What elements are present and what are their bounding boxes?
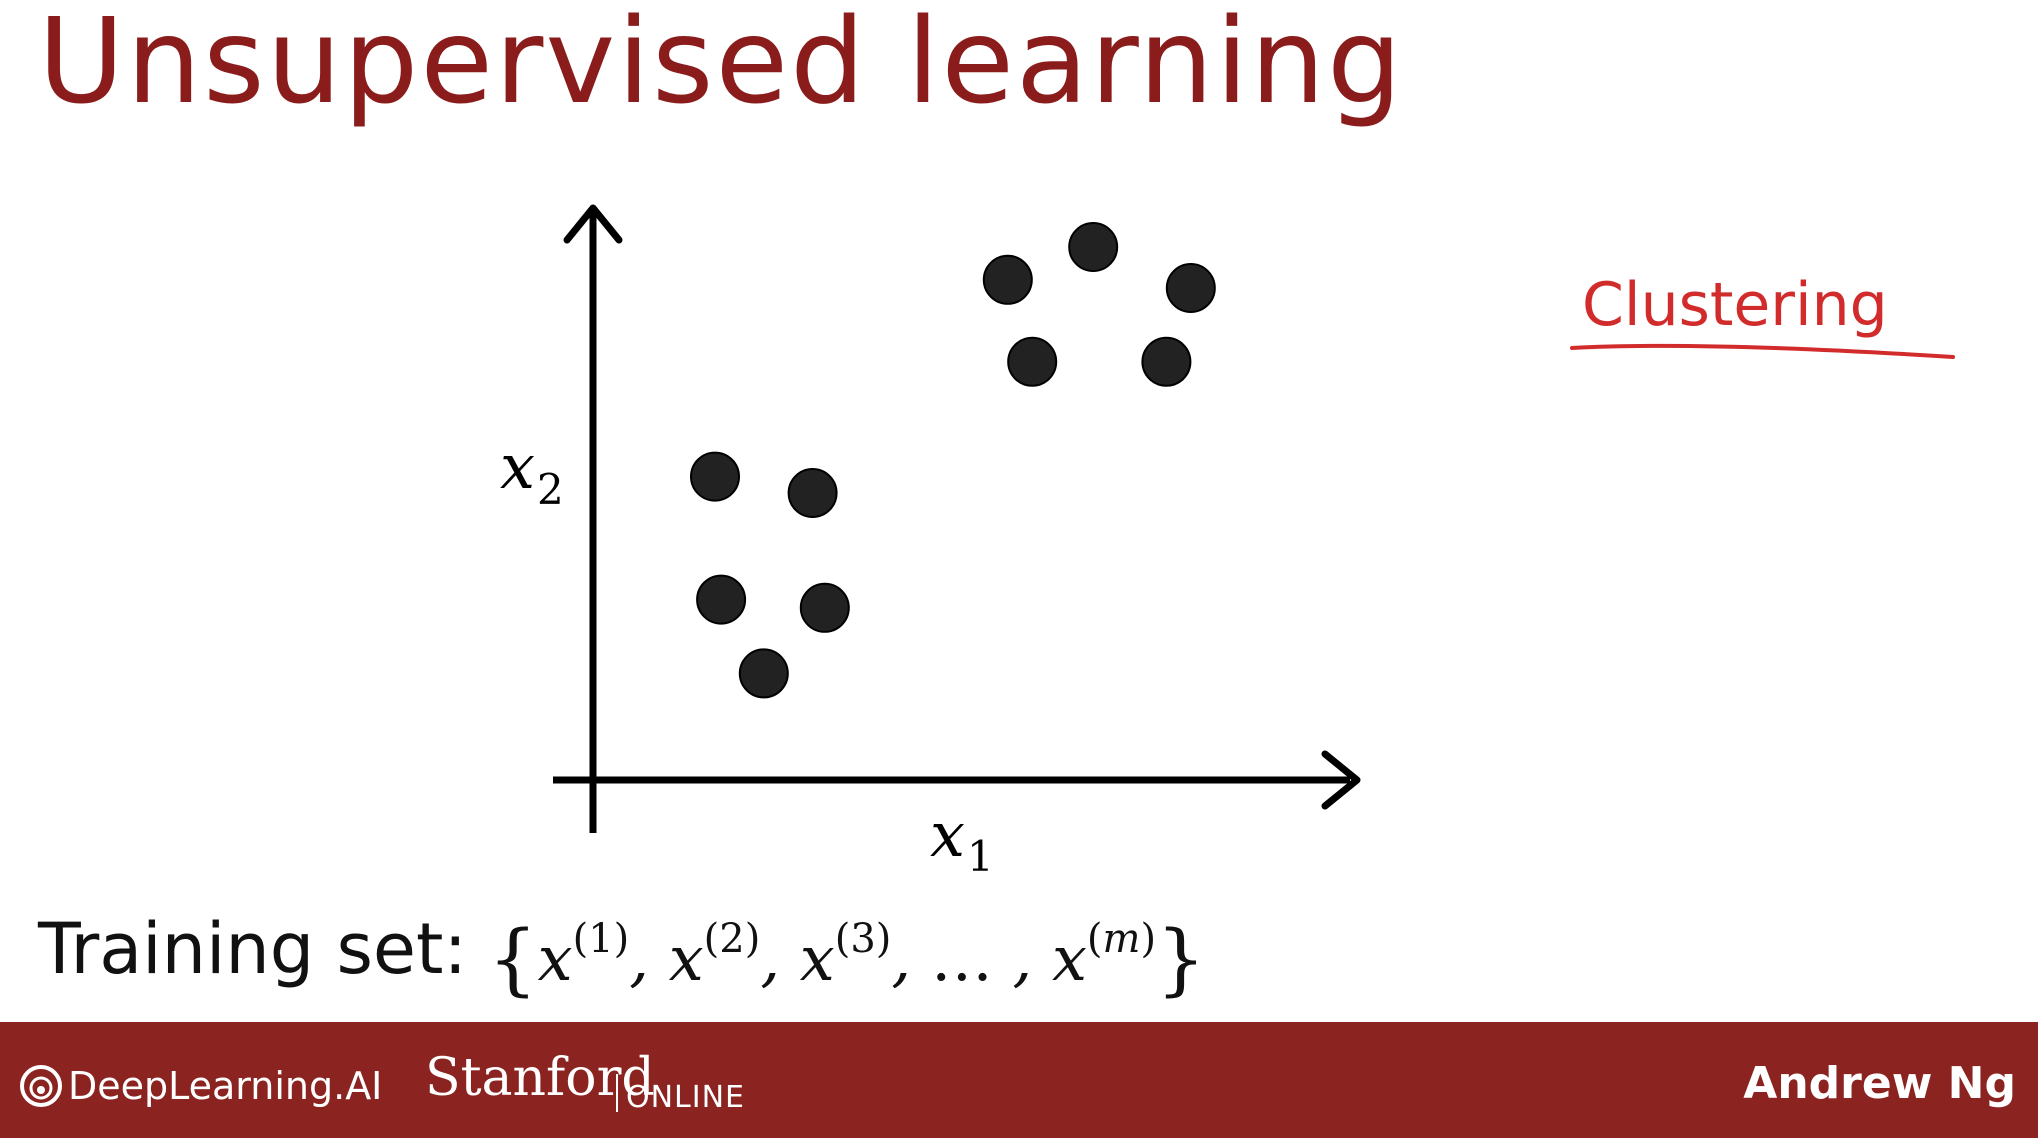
data-point — [787, 468, 838, 518]
deeplearning-logo: DeepLearning.AI — [20, 1064, 382, 1108]
open-brace: { — [488, 915, 538, 1005]
presenter-name: Andrew Ng — [1743, 1058, 2016, 1109]
data-point — [738, 648, 789, 699]
footer-bar: DeepLearning.AI Stanford ONLINE Andrew N… — [0, 1022, 2038, 1138]
data-point — [690, 451, 740, 502]
var-x: x — [1051, 922, 1087, 995]
data-points — [690, 222, 1216, 699]
y-axis — [563, 204, 623, 833]
footer-divider — [616, 1074, 618, 1112]
online-text: ONLINE — [626, 1080, 746, 1115]
clustering-annotation: Clustering — [1582, 270, 1888, 340]
slide-title: Unsupervised learning — [38, 0, 1404, 130]
ellipsis: … — [930, 922, 993, 995]
var-x: x — [799, 922, 835, 995]
data-point — [1165, 263, 1216, 313]
var-x: x — [537, 922, 573, 995]
superscript-3: (3) — [834, 916, 892, 962]
data-point — [799, 582, 850, 633]
x-axis-label: x 1 — [930, 798, 994, 881]
deeplearning-icon — [20, 1065, 62, 1107]
superscript-1: (1) — [572, 916, 630, 962]
deeplearning-text: DeepLearning.AI — [68, 1064, 383, 1108]
svg-text:x: x — [930, 798, 965, 871]
svg-text:1: 1 — [967, 832, 994, 881]
superscript-m: m — [1102, 916, 1141, 962]
svg-text:x: x — [500, 430, 535, 503]
stanford-logo: Stanford — [425, 1048, 655, 1108]
data-point — [1141, 336, 1192, 387]
data-point — [1007, 336, 1058, 387]
y-axis-label: x 2 — [500, 430, 564, 514]
data-point — [696, 574, 747, 625]
data-point — [1068, 222, 1119, 272]
training-set-label: Training set: — [38, 908, 468, 990]
close-brace: } — [1156, 915, 1206, 1005]
svg-text:2: 2 — [537, 465, 564, 514]
clustering-underline — [1570, 343, 1955, 359]
superscript-2: (2) — [703, 916, 761, 962]
x-axis — [553, 750, 1361, 810]
training-set-formula: {x(1), x(2), x(3), … , x(m)} — [488, 915, 1206, 1005]
var-x: x — [668, 922, 704, 995]
data-point — [982, 254, 1033, 305]
